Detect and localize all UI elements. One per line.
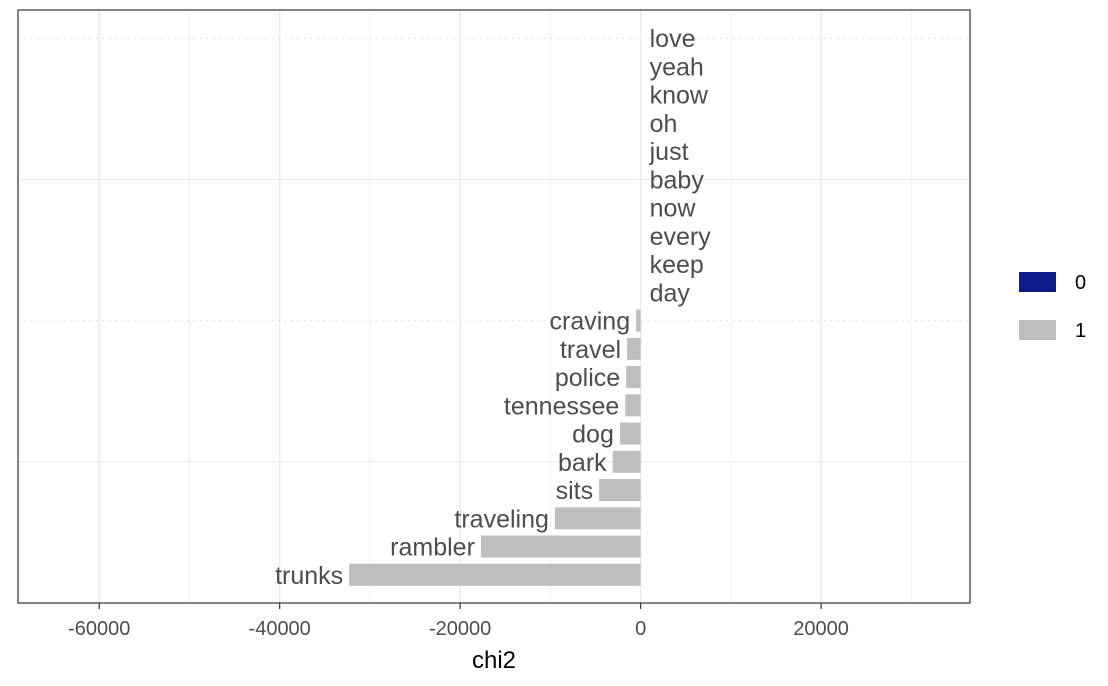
bar-label-just: just	[649, 138, 689, 166]
bar-label-police: police	[555, 364, 620, 392]
bar-label-keep: keep	[650, 251, 704, 279]
bar-label-day: day	[650, 279, 691, 307]
bar-label-baby: baby	[650, 166, 705, 194]
bar-craving	[636, 309, 641, 332]
bar-label-now: now	[650, 195, 697, 223]
bar-label-rambler: rambler	[390, 534, 475, 562]
legend: 01	[1019, 272, 1086, 342]
bar-label-yeah: yeah	[650, 53, 704, 81]
bar-dog	[619, 422, 641, 445]
bar-label-traveling: traveling	[454, 505, 549, 533]
bar-group	[349, 309, 641, 586]
legend-swatch-0	[1019, 272, 1056, 292]
bar-travel	[627, 337, 641, 360]
bar-label-dog: dog	[572, 421, 614, 449]
x-tick-label: -60000	[68, 618, 130, 640]
bar-label-trunks: trunks	[275, 562, 343, 590]
legend-swatch-1	[1019, 320, 1056, 340]
bar-traveling	[554, 507, 641, 530]
bar-label-group: loveyeahknowohjustbabynoweverykeepdaycra…	[17, 9, 971, 604]
bar-sits	[599, 479, 641, 502]
bar-tennessee	[625, 394, 641, 417]
bar-trunks	[349, 563, 641, 586]
bar-label-travel: travel	[560, 336, 621, 364]
bar-label-bark: bark	[558, 449, 607, 477]
bar-bark	[612, 450, 641, 473]
x-axis-title: chi2	[472, 647, 516, 674]
bar-label-craving: craving	[550, 308, 631, 336]
bar-police	[626, 366, 641, 389]
bar-label-tennessee: tennessee	[504, 392, 619, 420]
bar-rambler	[480, 535, 641, 558]
panel-border	[17, 9, 971, 604]
bar-label-love: love	[650, 25, 696, 53]
x-tick-label: 20000	[793, 618, 849, 640]
bar-label-know: know	[650, 82, 709, 110]
legend-label-1: 1	[1075, 320, 1086, 342]
x-tick-label: -20000	[429, 618, 491, 640]
x-tick-label: -40000	[249, 618, 311, 640]
bar-label-sits: sits	[556, 477, 594, 505]
legend-label-0: 0	[1075, 272, 1086, 294]
x-axis: -60000 -40000 -20000 0 20000	[68, 603, 849, 640]
bar-label-every: every	[650, 223, 712, 251]
bar-label-oh: oh	[650, 110, 678, 138]
plot-panel	[18, 10, 970, 603]
panel-background	[18, 10, 970, 603]
x-tick-label: 0	[635, 618, 646, 640]
